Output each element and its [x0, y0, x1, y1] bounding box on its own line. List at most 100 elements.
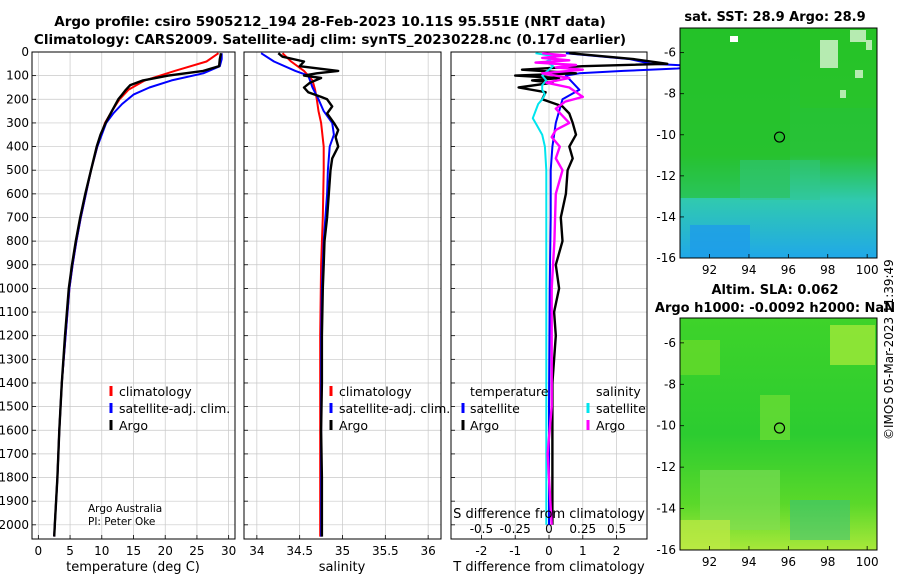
legend-label: Argo	[596, 418, 625, 433]
y-tick-label: 800	[6, 234, 29, 248]
x-tick-label: 10	[94, 544, 109, 558]
sla-map: 92 94 96 98 100 -6 -8 -10 -12 -14 -16	[656, 317, 879, 569]
map-x-tick-label: 100	[856, 555, 879, 569]
legend-title-salinity: salinity	[596, 384, 641, 399]
legend-title-temperature: temperature	[470, 384, 549, 399]
series-line-climatology	[281, 52, 325, 537]
sla-map-frame	[679, 317, 878, 551]
x-tick-label: 5	[66, 544, 74, 558]
map-x-tick-label: 92	[702, 555, 717, 569]
legend-label: satellite	[596, 401, 646, 416]
copyright-watermark: ©IMOS 05-Mar-2023 11:39:49	[882, 259, 896, 440]
temperature-panel: 0 5 10 15 20 25 300100200300400500600700800900…	[0, 45, 236, 575]
s-tick-label: -0.5	[470, 522, 493, 536]
legend-label: Argo	[119, 418, 148, 433]
series-line-s-satellite	[531, 52, 557, 525]
map-x-tick-label: 94	[741, 263, 756, 277]
sst-map-frame	[679, 27, 878, 259]
s-tick-label: 0	[545, 522, 553, 536]
sst-map: 92 94 96 98 100 -6 -8 -10 -12 -14 -16	[656, 27, 879, 277]
figure-title-line2: Climatology: CARS2009. Satellite-adj cli…	[33, 32, 627, 48]
map-y-tick-label: -14	[656, 210, 676, 224]
sla-map-title-line1: Altim. SLA: 0.062	[711, 283, 839, 298]
credit-line1: Argo Australia	[88, 503, 162, 515]
x-tick-label: 0	[545, 544, 553, 558]
figure-title-line1: Argo profile: csiro 5905212_194 28-Feb-2…	[54, 14, 606, 30]
y-tick-label: 1000	[0, 281, 29, 295]
x-tick-label: 2	[613, 544, 621, 558]
sla-map-title-line2: Argo h1000: -0.0092 h2000: NaN	[654, 301, 896, 316]
x-tick-label: 36	[421, 544, 436, 558]
series-line-climatology	[53, 52, 220, 537]
series-line-satellite-adj-clim-	[53, 53, 223, 537]
legend-label: satellite-adj. clim.	[339, 401, 450, 416]
sst-cloud-gap	[820, 40, 838, 68]
credit-line2: PI: Peter Oke	[88, 516, 155, 528]
legend-label: climatology	[119, 384, 192, 399]
legend-label: satellite	[470, 401, 520, 416]
y-tick-label: 1900	[0, 494, 29, 508]
y-tick-label: 1700	[0, 447, 29, 461]
y-tick-label: 1500	[0, 400, 29, 414]
y-tick-label: 1300	[0, 352, 29, 366]
difference-panel: -2 -1 0 1 2-0.5 -0.25 0 0.25 0.5 temperaturesate…	[450, 51, 703, 575]
map-y-tick-label: -12	[656, 460, 676, 474]
map-x-tick-label: 94	[741, 555, 756, 569]
map-y-tick-label: -8	[664, 87, 676, 101]
salinity-panel: 34 34.5 35 35.5 36 climatology satellite-adj.…	[243, 51, 450, 575]
y-tick-label: 600	[6, 187, 29, 201]
y-tick-label: 900	[6, 258, 29, 272]
map-y-tick-label: -14	[656, 502, 676, 516]
map-y-tick-label: -16	[656, 251, 676, 265]
sst-argo-marker	[773, 131, 786, 143]
salinity-xlabel: salinity	[319, 560, 366, 575]
map-y-tick-label: -10	[656, 419, 676, 433]
y-tick-label: 0	[21, 45, 29, 59]
map-y-tick-label: -8	[664, 377, 676, 391]
y-tick-label: 1600	[0, 423, 29, 437]
x-tick-label: -1	[509, 544, 521, 558]
s-tick-label: -0.25	[500, 522, 531, 536]
series-line-argo	[277, 52, 340, 537]
sst-cloud-gap	[866, 40, 872, 50]
y-tick-label: 1800	[0, 471, 29, 485]
series-line-s-argo	[534, 52, 584, 525]
legend-label: climatology	[339, 384, 412, 399]
sst-cloud-gap	[840, 90, 846, 98]
map-y-tick-label: -16	[656, 543, 676, 557]
x-tick-label: 34	[249, 544, 264, 558]
legend-label: satellite-adj. clim.	[119, 401, 230, 416]
y-tick-label: 500	[6, 163, 29, 177]
series-line-argo	[53, 52, 223, 537]
x-tick-label: 1	[579, 544, 587, 558]
y-tick-label: 100	[6, 69, 29, 83]
map-x-tick-label: 96	[781, 555, 796, 569]
y-tick-label: 1200	[0, 329, 29, 343]
sla-argo-marker	[773, 422, 786, 434]
map-x-tick-label: 98	[820, 263, 835, 277]
y-tick-label: 1400	[0, 376, 29, 390]
y-tick-label: 1100	[0, 305, 29, 319]
map-y-tick-label: -6	[664, 46, 676, 60]
series-line-t-argo	[514, 52, 669, 525]
map-x-tick-label: 100	[856, 263, 879, 277]
s-tick-label: 0.5	[607, 522, 626, 536]
x-tick-label: 15	[126, 544, 141, 558]
y-tick-label: 200	[6, 92, 29, 106]
x-tick-label: 35.5	[372, 544, 399, 558]
map-x-tick-label: 98	[820, 555, 835, 569]
x-tick-label: 0	[35, 544, 43, 558]
sst-cloud-gap	[730, 36, 738, 42]
x-tick-label: 25	[189, 544, 204, 558]
map-y-tick-label: -10	[656, 128, 676, 142]
sst-map-title: sat. SST: 28.9 Argo: 28.9	[684, 10, 866, 25]
map-y-tick-label: -6	[664, 336, 676, 350]
sst-cloud-gap	[855, 70, 863, 78]
map-y-tick-label: -12	[656, 169, 676, 183]
y-tick-label: 300	[6, 116, 29, 130]
legend-label: Argo	[470, 418, 499, 433]
s-difference-label: S difference from climatology	[453, 507, 645, 522]
x-tick-label: 35	[335, 544, 350, 558]
map-x-tick-label: 92	[702, 263, 717, 277]
